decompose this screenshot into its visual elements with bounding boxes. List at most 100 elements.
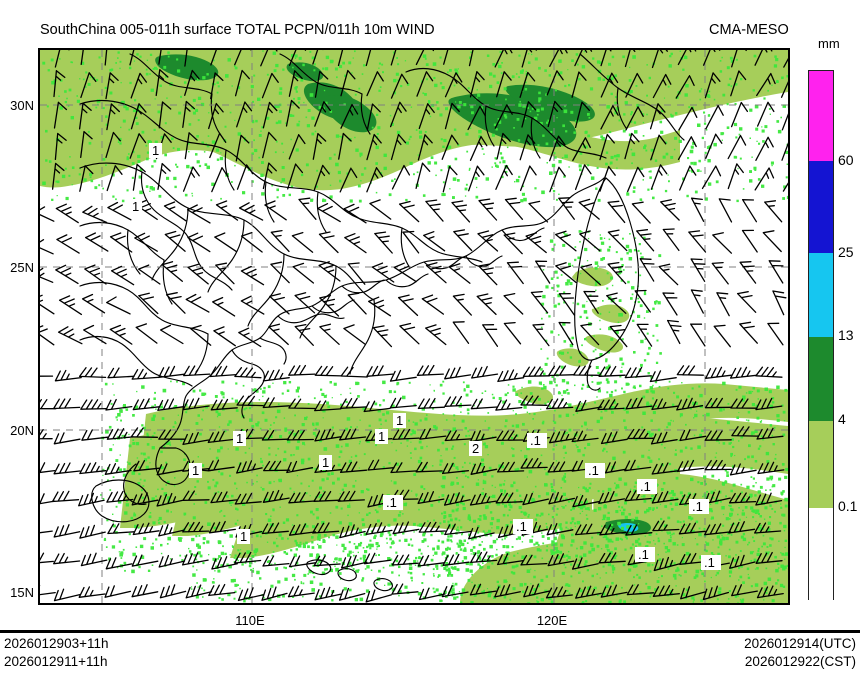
- precip-speckle-pixel: [232, 578, 236, 583]
- precip-speckle-pixel: [279, 506, 281, 508]
- wind-barb: [660, 199, 680, 221]
- precip-speckle-pixel: [621, 362, 625, 366]
- precip-speckle-pixel: [646, 332, 649, 335]
- precip-speckle-pixel: [418, 508, 420, 511]
- precip-speckle-pixel: [457, 526, 459, 528]
- precip-speckle-pixel: [557, 391, 561, 395]
- precip-speckle-pixel: [783, 529, 786, 532]
- wind-barb: [754, 50, 773, 66]
- precip-speckle-pixel: [216, 91, 219, 94]
- precip-speckle-pixel: [707, 159, 711, 163]
- precip-speckle-pixel: [576, 547, 578, 550]
- precip-speckle-pixel: [262, 596, 265, 599]
- precip-speckle-pixel: [502, 160, 506, 164]
- precip-speckle-pixel: [699, 393, 703, 398]
- precip-speckle-pixel: [521, 590, 525, 594]
- precip-speckle-pixel: [634, 237, 637, 239]
- precip-speckle-pixel: [120, 82, 122, 84]
- precip-speckle-pixel: [108, 557, 111, 561]
- precip-speckle-pixel: [88, 141, 92, 145]
- precip-speckle-pixel: [725, 495, 727, 498]
- precip-speckle-pixel: [554, 156, 557, 159]
- precip-speckle-pixel: [300, 173, 304, 177]
- precip-speckle-pixel: [761, 184, 765, 188]
- precip-speckle-pixel: [137, 526, 140, 529]
- wind-barb: [579, 230, 601, 252]
- precip-speckle-pixel: [668, 462, 672, 466]
- precip-speckle-pixel: [547, 561, 550, 563]
- precip-speckle-pixel: [196, 160, 200, 164]
- precip-speckle-pixel: [277, 403, 280, 406]
- wind-barb: [653, 556, 681, 572]
- precipitation-colorbar[interactable]: [808, 70, 834, 600]
- precip-speckle-pixel: [42, 61, 46, 65]
- precip-speckle-pixel: [381, 63, 384, 66]
- precip-speckle-pixel: [578, 77, 581, 81]
- precip-speckle-pixel: [534, 57, 538, 61]
- precip-speckle-pixel: [464, 195, 467, 197]
- precip-speckle-pixel: [596, 367, 598, 369]
- precip-speckle-pixel: [478, 518, 482, 521]
- precip-speckle-pixel: [722, 483, 725, 486]
- wind-barb: [713, 324, 731, 348]
- precip-speckle-pixel: [453, 84, 456, 87]
- precip-speckle-pixel: [571, 517, 575, 521]
- precip-speckle-pixel: [421, 407, 425, 411]
- precip-speckle-pixel: [505, 524, 509, 528]
- precip-speckle-pixel: [673, 391, 676, 394]
- precip-speckle-pixel: [382, 399, 385, 402]
- precip-speckle-pixel: [489, 511, 493, 514]
- precip-speckle-pixel: [706, 490, 709, 493]
- wind-barb: [598, 552, 626, 564]
- precip-speckle-pixel: [648, 507, 652, 511]
- wind-barb: [600, 72, 619, 98]
- wind-barb: [78, 586, 106, 598]
- precip-speckle-pixel: [700, 482, 703, 485]
- precip-speckle-pixel: [468, 533, 471, 537]
- precip-speckle-pixel: [549, 239, 554, 243]
- precip-speckle-pixel: [569, 282, 573, 286]
- precip-speckle-pixel: [633, 351, 636, 354]
- precip-speckle-pixel: [279, 87, 283, 91]
- wind-barb: [757, 461, 785, 475]
- colorbar-tick-01: 0.1: [838, 498, 858, 514]
- precip-speckle-pixel: [550, 130, 553, 133]
- precip-speckle-pixel: [311, 546, 315, 549]
- precip-speckle-pixel: [540, 107, 544, 111]
- precip-speckle-pixel: [722, 408, 725, 411]
- wind-barb: [497, 524, 525, 539]
- wind-barb: [262, 101, 278, 129]
- wind-barb: [234, 367, 262, 379]
- precip-speckle-pixel: [629, 488, 632, 490]
- precip-speckle-pixel: [296, 475, 299, 477]
- wind-barb: [418, 103, 435, 130]
- precip-speckle-pixel: [102, 158, 106, 161]
- precip-speckle-pixel: [376, 510, 379, 514]
- wind-barb: [727, 163, 744, 190]
- precip-speckle-pixel: [472, 519, 476, 523]
- precip-speckle-pixel: [567, 528, 569, 530]
- wind-barb: [390, 73, 409, 99]
- precip-speckle-pixel: [464, 547, 467, 550]
- precip-speckle-pixel: [578, 559, 580, 562]
- precip-speckle-pixel: [611, 567, 616, 571]
- precip-speckle-pixel: [197, 96, 202, 100]
- precip-speckle-pixel: [215, 481, 219, 485]
- precip-speckle-pixel: [388, 193, 392, 197]
- precip-speckle-pixel: [717, 552, 721, 556]
- precip-speckle-pixel: [630, 111, 633, 114]
- precip-speckle-pixel: [547, 119, 550, 122]
- wind-barb: [339, 167, 358, 193]
- precip-speckle-pixel: [742, 188, 745, 190]
- precip-speckle-pixel: [402, 395, 406, 400]
- precip-speckle-pixel: [455, 493, 459, 497]
- precip-speckle-pixel: [391, 442, 393, 444]
- precip-speckle-pixel: [314, 467, 317, 471]
- precip-speckle-pixel: [609, 393, 613, 398]
- precip-speckle-pixel: [432, 547, 435, 551]
- precip-speckle-pixel: [135, 122, 139, 126]
- precip-speckle-pixel: [737, 513, 739, 516]
- precip-speckle-pixel: [467, 476, 470, 479]
- precip-speckle-pixel: [759, 501, 763, 504]
- precip-speckle-pixel: [521, 541, 524, 543]
